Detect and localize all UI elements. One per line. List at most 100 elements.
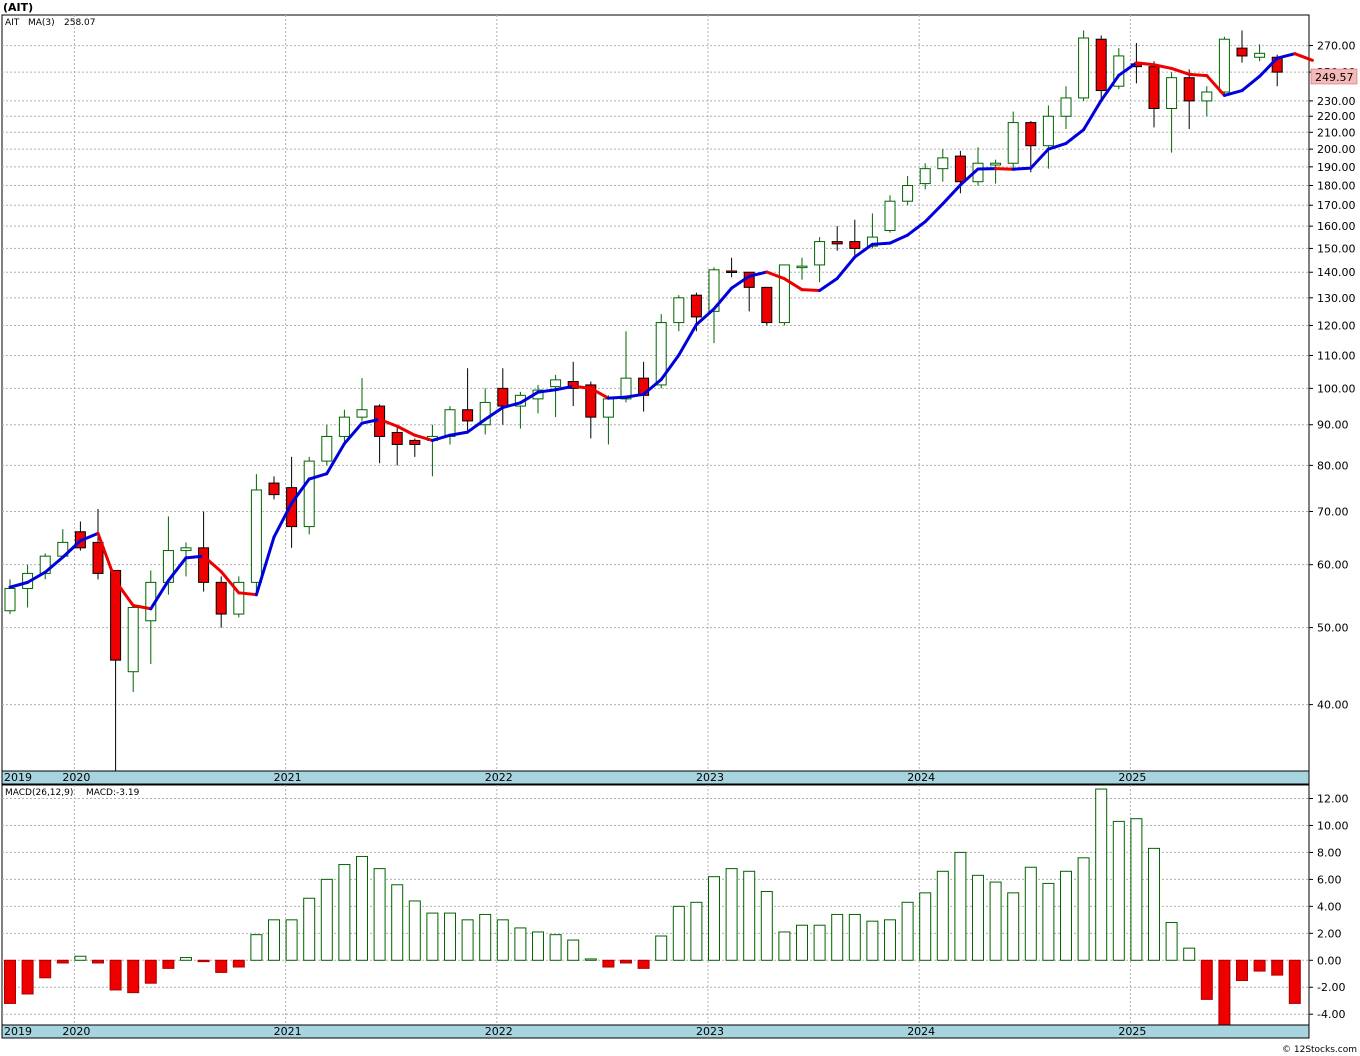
candle: [1166, 72, 1178, 153]
macd-bar: [989, 881, 1002, 961]
macd-bar: [919, 892, 932, 961]
macd-bar: [444, 912, 456, 961]
ma-segment: [360, 417, 382, 425]
macd-bar: [1060, 870, 1072, 961]
ma-segment: [219, 570, 241, 595]
price-y-tick-label: 130.00: [1317, 292, 1356, 305]
candle: [937, 149, 949, 182]
price-legend-ma-label: MA(3): [28, 18, 55, 28]
macd-bar: [127, 959, 140, 994]
macd-y-tick-label: 0.00: [1317, 954, 1342, 967]
candle: [796, 257, 808, 280]
macd-bar: [215, 959, 228, 973]
ma-segment: [589, 386, 610, 400]
macd-bar: [1148, 847, 1160, 961]
price-grid: [2, 15, 1309, 771]
macd-bar: [426, 912, 439, 961]
candle: [462, 368, 474, 433]
candle: [250, 474, 262, 592]
ma-segment: [61, 539, 82, 559]
ma-segment: [395, 424, 417, 437]
candle: [831, 226, 843, 251]
macd-bar: [1253, 959, 1266, 972]
macd-bar: [1271, 959, 1284, 976]
candle: [726, 257, 738, 278]
ma-segment: [835, 255, 857, 280]
price-x-axis-labels: 2019 2020 2021 2022 2023 2024 2025: [4, 771, 1146, 784]
macd-bar: [1183, 947, 1196, 961]
ma-segment: [765, 270, 786, 281]
ma-segment: [782, 277, 804, 292]
ma-segment: [923, 202, 945, 224]
price-y-tick-label: 270.00: [1317, 40, 1356, 53]
ma-segment: [642, 378, 663, 396]
ma-segment: [1029, 147, 1050, 170]
price-x-tick-label: 2024: [907, 771, 935, 784]
ma-segment: [747, 270, 769, 278]
macd-bar: [831, 913, 844, 961]
macd-bar: [708, 876, 720, 961]
macd-x-tick-label: 2025: [1118, 1025, 1146, 1038]
last-price-value: 249.57: [1315, 71, 1354, 84]
ma-segment: [659, 353, 681, 382]
macd-bar: [954, 851, 967, 961]
price-y-tick-label: 120.00: [1317, 319, 1356, 332]
macd-y-tick-label: 8.00: [1317, 846, 1342, 859]
macd-bar: [655, 935, 668, 961]
macd-y-tick-label: -2.00: [1317, 981, 1345, 994]
ma-segment: [501, 401, 522, 410]
macd-bar: [180, 957, 192, 961]
macd-bar: [21, 959, 34, 995]
ma-segment: [78, 531, 100, 543]
price-y-tick-label: 210.00: [1317, 126, 1356, 139]
candle: [620, 331, 632, 403]
macd-x-tick-label: 2021: [274, 1025, 302, 1038]
watermark: © 12Stocks.com: [1282, 1045, 1357, 1055]
macd-bar: [884, 919, 896, 961]
ma-segment: [254, 535, 276, 597]
price-y-tick-label: 60.00: [1317, 559, 1349, 572]
ma-segment: [1170, 66, 1191, 76]
macd-bar: [320, 878, 333, 961]
candle: [814, 237, 826, 283]
candle: [356, 378, 368, 421]
ma-segment: [624, 392, 646, 399]
macd-bar: [532, 931, 544, 961]
macd-bar: [74, 955, 87, 961]
macd-bar: [866, 920, 879, 961]
candle: [884, 195, 896, 233]
macd-bar: [760, 891, 773, 961]
ma-segment: [237, 591, 258, 597]
macd-bar: [4, 959, 16, 1004]
macd-bar: [162, 959, 175, 969]
candle: [1025, 120, 1037, 173]
macd-y-tick-label: 4.00: [1317, 900, 1342, 913]
ma-segment: [941, 183, 962, 206]
macd-bar: [232, 959, 245, 968]
ma-segment: [114, 579, 135, 608]
ma-segment: [818, 276, 839, 292]
macd-bar: [356, 855, 368, 961]
macd-bar: [690, 901, 703, 961]
macd-bar: [778, 931, 791, 961]
candle: [1254, 44, 1266, 62]
price-y-tick-label: 160.00: [1317, 220, 1356, 233]
macd-bar: [461, 919, 474, 961]
ma-segment: [1293, 52, 1314, 62]
macd-bar: [901, 901, 914, 961]
price-y-tick-label: 180.00: [1317, 180, 1356, 193]
ma-segment: [906, 220, 927, 237]
candle: [1078, 30, 1090, 101]
candle: [198, 511, 210, 592]
macd-bar: [848, 913, 861, 961]
macd-bar: [197, 959, 210, 963]
ma-segment: [1064, 128, 1086, 145]
candle: [127, 604, 139, 692]
ma-segment: [606, 395, 628, 400]
macd-bar: [514, 927, 527, 961]
ma-segment: [1187, 72, 1209, 78]
macd-x-tick-label: 2023: [696, 1025, 724, 1038]
macd-bar: [408, 900, 421, 961]
price-y-tick-label: 100.00: [1317, 382, 1356, 395]
macd-bar: [549, 934, 562, 961]
